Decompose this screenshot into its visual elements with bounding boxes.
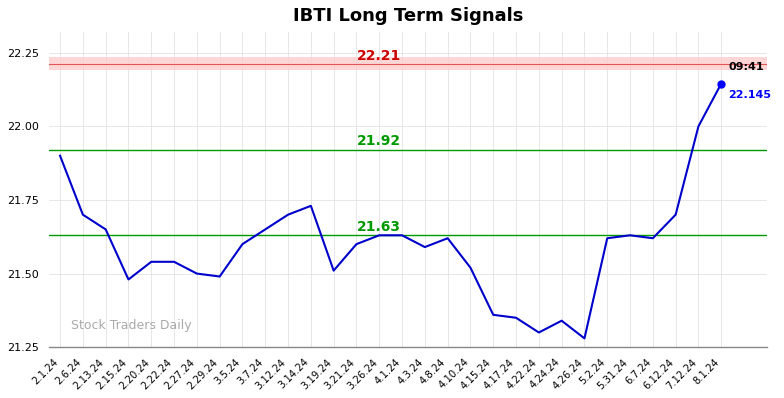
Text: 22.21: 22.21 [358,49,401,63]
Text: 21.63: 21.63 [358,220,401,234]
Title: IBTI Long Term Signals: IBTI Long Term Signals [292,7,523,25]
Text: 22.145: 22.145 [728,90,771,100]
Text: 09:41: 09:41 [728,62,764,72]
Text: 21.92: 21.92 [358,135,401,148]
Text: Stock Traders Daily: Stock Traders Daily [71,320,192,332]
Bar [49,57,767,70]
